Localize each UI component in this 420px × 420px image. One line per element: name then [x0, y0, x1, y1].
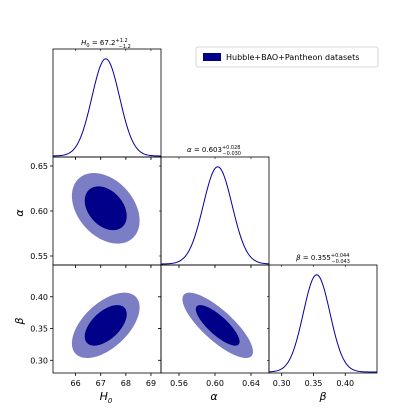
posterior-curve-beta: [268, 274, 377, 373]
frame-beta: [268, 264, 378, 374]
x-tick-label: 67: [96, 379, 106, 388]
contour-1sigma-h0-alpha: [84, 186, 127, 231]
x-tick-label: 0.60: [206, 379, 224, 388]
title-beta: β = 0.355+0.044 −0.043: [296, 253, 350, 265]
x-tick-label: 0.35: [305, 379, 323, 388]
x-tick-label: 69: [146, 379, 156, 388]
contour-1sigma-alpha-beta: [195, 305, 240, 346]
y-tick-label: 0.30: [30, 356, 48, 365]
posterior-curve-H0: [52, 58, 162, 157]
x-tick-label: 66: [71, 379, 81, 388]
x-tick-label: 0.64: [242, 379, 260, 388]
y-tick-label: 0.65: [30, 162, 48, 171]
x-tick-label: 0.56: [170, 379, 188, 388]
title-alpha: α = 0.603+0.028 −0.030: [187, 145, 241, 157]
title-h0: H0 = 67.2+1.2 −1.2: [81, 38, 131, 50]
y-tick-label: 0.60: [30, 207, 48, 216]
posterior-curve-alpha: [160, 166, 270, 265]
frame-h0: [52, 48, 162, 158]
panel-h0-beta: 66 67 68 69 0.30 0.35 0.40: [30, 264, 162, 388]
legend-label: Hubble+BAO+Pantheon datasets: [226, 53, 359, 62]
panel-alpha-posterior: [160, 156, 270, 268]
y-tick-label: 0.55: [30, 252, 48, 261]
x-tick-label: 0.30: [273, 379, 291, 388]
y-tick-label: 0.35: [30, 325, 48, 334]
xlabel-alpha: α: [210, 390, 218, 403]
ylabel-alpha: α: [13, 209, 26, 217]
legend-swatch: [203, 53, 221, 61]
panel-beta-posterior: 0.30 0.35 0.40: [268, 264, 378, 388]
contour-1sigma-h0-beta: [84, 305, 127, 346]
panel-alpha-beta: 0.56 0.60 0.64: [158, 264, 270, 388]
panel-h0-alpha: 0.55 0.60 0.65: [30, 156, 162, 268]
x-tick-label: 68: [121, 379, 131, 388]
xlabel-h0: H0: [100, 390, 113, 405]
panel-h0-posterior: [52, 48, 162, 160]
legend: Hubble+BAO+Pantheon datasets: [195, 46, 379, 68]
x-tick-label: 0.40: [336, 379, 354, 388]
ylabel-beta: β: [13, 317, 26, 325]
y-tick-label: 0.40: [30, 293, 48, 302]
frame-alpha: [160, 156, 270, 266]
legend-box: [195, 46, 379, 68]
xlabel-beta: β: [318, 390, 326, 403]
